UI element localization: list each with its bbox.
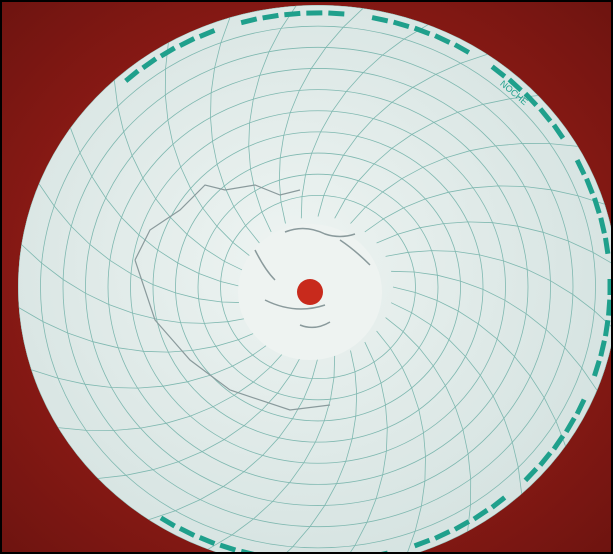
grid-arc	[317, 53, 488, 217]
ring-dash	[551, 434, 566, 451]
grid-arc	[376, 330, 426, 554]
grid-arc	[339, 341, 388, 554]
grid-arc	[18, 307, 260, 353]
grid-circle	[85, 68, 551, 506]
ring-dash	[453, 519, 471, 532]
ring-dash	[592, 360, 602, 377]
ring-dash	[141, 56, 158, 70]
grid-arc	[350, 143, 579, 224]
ring-dash	[371, 15, 389, 24]
ring-dash	[564, 416, 577, 434]
ring-dash	[434, 33, 451, 45]
ring-dash	[178, 36, 196, 48]
ring-dash	[284, 10, 301, 18]
ring-dash	[240, 16, 258, 26]
ring-dash	[413, 25, 431, 37]
ring-dash	[507, 77, 523, 93]
grid-arc	[57, 350, 286, 431]
grid-arc	[70, 127, 244, 288]
ring-dash	[413, 537, 431, 549]
grid-arc	[148, 357, 319, 521]
handwriting	[254, 227, 371, 329]
grid-circle	[197, 173, 439, 401]
ring-dash	[198, 28, 216, 39]
ring-dash	[159, 45, 176, 59]
ring-dash	[178, 526, 196, 538]
ring-dash	[592, 197, 602, 214]
ring-dash	[198, 535, 216, 546]
ring-dash	[306, 10, 323, 16]
grid-circle	[152, 131, 484, 443]
ring-dash	[262, 12, 279, 21]
ring-dash	[124, 68, 140, 83]
ring-dash	[490, 495, 507, 510]
ring-dash	[523, 91, 539, 107]
grid-arc	[390, 302, 523, 495]
grid-circle	[175, 152, 461, 422]
ring-dash	[606, 299, 613, 316]
grid-arc	[376, 221, 613, 267]
grid-arc	[391, 270, 598, 391]
grid-arc	[97, 355, 302, 479]
grid-arc	[392, 286, 566, 447]
ring-dash	[328, 10, 345, 17]
recorded-trace	[134, 184, 331, 411]
grid-arc	[364, 185, 605, 233]
grid-arc	[272, 350, 358, 554]
grid-arc	[207, 355, 336, 550]
grid-arc	[21, 244, 251, 324]
grid-arc	[113, 79, 246, 272]
grid-arc	[248, 5, 297, 233]
grid-arc	[278, 7, 364, 224]
grid-arc	[38, 183, 245, 304]
grid-arc	[31, 341, 272, 389]
grid-circle	[62, 46, 574, 528]
grid-circle	[220, 194, 416, 380]
ring-dash	[574, 398, 587, 416]
center-hole	[297, 279, 323, 305]
ring-dash	[574, 158, 587, 176]
ring-dash	[603, 319, 611, 337]
ring-dash	[472, 508, 489, 522]
ring-dash	[603, 237, 611, 255]
ring-dash	[523, 467, 539, 483]
grid-arc	[334, 95, 539, 219]
ring-dash	[538, 107, 553, 123]
ring-dash	[538, 451, 553, 467]
grid-arc	[164, 42, 251, 257]
ring-dash	[392, 19, 410, 30]
grid	[18, 5, 613, 554]
outer-ring-marks	[124, 10, 613, 554]
ring-dash	[584, 177, 595, 195]
grid-arc	[385, 250, 613, 330]
grid-circle	[130, 110, 506, 464]
grid-arc	[210, 17, 260, 244]
ring-dash	[490, 64, 507, 79]
ring-dash	[598, 217, 607, 234]
ring-dash	[159, 515, 176, 529]
grid-arc	[300, 24, 429, 219]
ring-dash	[453, 42, 471, 55]
ring-dash	[434, 529, 451, 541]
grid-arc	[385, 317, 472, 532]
ring-dash	[551, 123, 566, 140]
ring-dash	[598, 340, 607, 357]
grid-circle	[107, 89, 529, 485]
grid-circle	[40, 25, 596, 549]
ring-dash	[219, 542, 237, 553]
